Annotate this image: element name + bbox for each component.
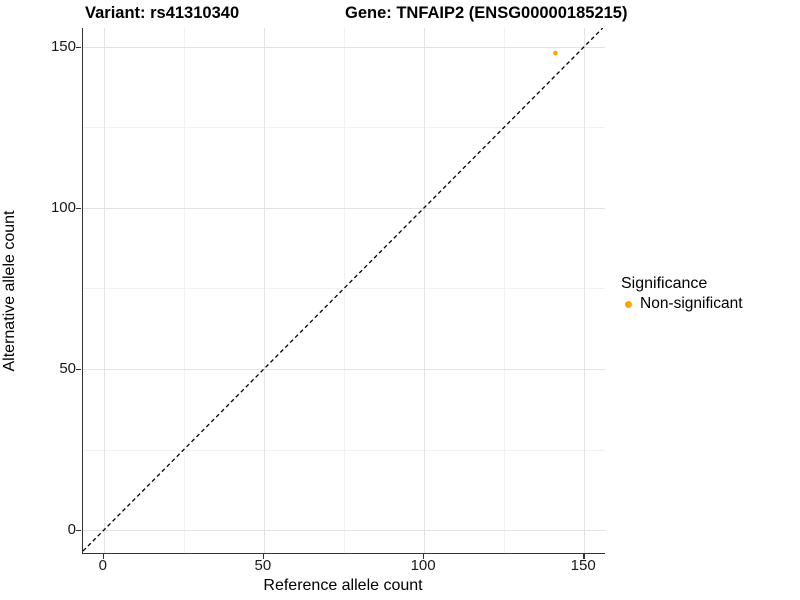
plot-title-gene: Gene: TNFAIP2 (ENSG00000185215): [345, 4, 628, 22]
x-tick-label: 0: [98, 557, 107, 574]
v-gridline-major: [584, 28, 586, 553]
v-gridline-major: [263, 28, 265, 553]
h-gridline-major: [83, 530, 605, 532]
x-tick-mark: [102, 554, 105, 559]
legend-item-label: Non-significant: [640, 295, 743, 312]
x-axis-title: Reference allele count: [263, 577, 423, 594]
v-gridline-major: [424, 28, 426, 553]
h-gridline-major: [83, 207, 605, 209]
x-tick-mark: [262, 554, 265, 559]
v-gridline-minor: [504, 28, 506, 553]
v-gridline-minor: [183, 28, 185, 553]
identity-line: [83, 28, 604, 552]
h-gridline-minor: [83, 127, 605, 129]
y-tick-label: 50: [59, 360, 76, 377]
legend-items: Non-significant: [621, 295, 743, 313]
y-tick-label: 0: [67, 521, 76, 539]
x-tick-label: 50: [254, 557, 272, 574]
legend: Significance Non-significant: [621, 275, 743, 313]
h-gridline-major: [83, 369, 605, 370]
plot-title-variant: Variant: rs41310340: [85, 4, 240, 22]
legend-point-icon: [625, 300, 632, 308]
y-tick-mark: [76, 46, 81, 49]
h-gridline-minor: [83, 288, 605, 290]
y-tick-mark: [76, 530, 81, 532]
x-tick-label: 100: [410, 557, 436, 574]
y-tick-mark: [76, 369, 81, 371]
x-tick-mark: [583, 554, 585, 559]
x-tick-label: 150: [570, 557, 596, 574]
plot-area-svg: [83, 28, 604, 552]
y-axis-title: Alternative allele count: [1, 210, 18, 372]
y-tick-label: 150: [50, 37, 76, 55]
plot-panel: [82, 28, 605, 554]
x-tick-mark: [423, 554, 425, 559]
v-gridline-minor: [344, 28, 345, 553]
y-tick-label: 100: [50, 198, 76, 216]
legend-item: Non-significant: [621, 295, 743, 313]
v-gridline-major: [103, 28, 105, 553]
legend-title: Significance: [621, 275, 708, 292]
h-gridline-major: [83, 46, 605, 48]
data-point: [553, 50, 558, 56]
y-tick-mark: [76, 207, 81, 210]
h-gridline-minor: [83, 449, 605, 451]
